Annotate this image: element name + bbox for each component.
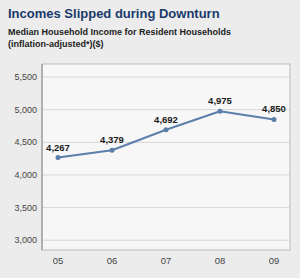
point [56,155,61,160]
point [272,117,277,122]
grid-line [42,240,290,241]
title: Incomes Slipped during Downturn [8,6,220,21]
x-tick-label: 06 [107,255,118,266]
subtitle: Median Household Income for Resident Hou… [8,27,231,37]
data-label: 4,692 [154,114,178,125]
y-tick-label: 5,000 [14,105,37,115]
y-tick-label: 4,000 [14,170,37,180]
y-tick-label: 3,500 [14,203,37,213]
y-tick-label: 5,500 [14,72,37,82]
grid-line [42,174,290,175]
data-label: 4,267 [46,142,70,153]
grid-line [42,109,290,110]
point [218,109,223,114]
data-label: 4,379 [100,134,124,145]
grid-line [42,207,290,208]
data-label: 4,975 [208,95,232,106]
y-axis-line [42,64,43,250]
subtitle: (inflation-adjusted*)($) [8,39,104,49]
point [110,148,115,153]
chart: Incomes Slipped during Downturn Median Ho… [0,0,300,278]
series-group [56,109,277,160]
x-tick-label: 05 [53,255,64,266]
grid-line [42,142,290,143]
x-tick-label: 07 [161,255,172,266]
x-tick-label: 09 [269,255,280,266]
y-tick-label: 3,000 [14,235,37,245]
point [164,127,169,132]
data-label: 4,850 [262,103,286,114]
grid-line [42,77,290,78]
line [58,111,274,157]
x-tick-label: 08 [215,255,226,266]
y-tick-label: 4,500 [14,137,37,147]
plot-area [42,64,290,250]
